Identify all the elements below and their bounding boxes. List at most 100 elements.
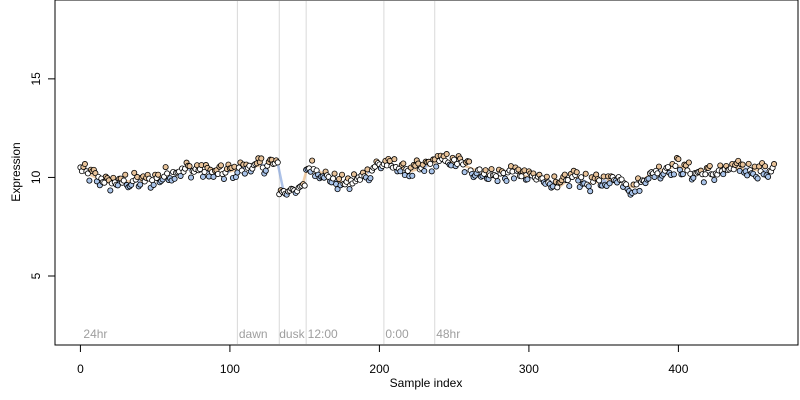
data-point-210 — [391, 156, 398, 163]
data-point-354 — [606, 180, 613, 187]
phase-labels: 24hr dawn dusk 12:00 0:00 48hr — [83, 327, 460, 341]
data-point-57 — [162, 164, 169, 171]
data-point-170 — [331, 170, 338, 177]
data-point-155 — [309, 157, 316, 164]
trend-segment-132 — [276, 163, 285, 193]
data-point-418 — [702, 171, 709, 178]
data-point-267 — [476, 166, 483, 173]
trend-segment-400 — [677, 164, 685, 170]
data-point-460 — [765, 173, 772, 180]
data-point-428 — [717, 162, 724, 169]
data-point-238 — [433, 163, 440, 170]
data-point-312 — [543, 173, 550, 180]
data-point-327 — [566, 183, 573, 190]
data-point-216 — [400, 160, 407, 167]
data-point-230 — [421, 168, 428, 175]
data-point-180 — [346, 186, 353, 193]
data-point-397 — [670, 171, 677, 178]
data-point-89 — [210, 173, 217, 180]
data-point-169 — [330, 175, 337, 182]
phase-label-2: dusk — [279, 327, 305, 341]
data-point-347 — [596, 177, 603, 184]
data-point-74 — [188, 174, 195, 181]
data-point-183 — [350, 171, 357, 178]
data-point-250 — [451, 156, 458, 163]
data-point-83 — [201, 168, 208, 175]
data-point-67 — [177, 172, 184, 179]
data-point-443 — [739, 161, 746, 168]
data-point-82 — [200, 173, 207, 180]
data-point-49 — [150, 181, 157, 188]
data-point-175 — [339, 171, 346, 178]
data-point-235 — [428, 168, 435, 175]
data-point-257 — [461, 169, 468, 176]
data-point-52 — [155, 171, 162, 178]
data-point-214 — [397, 168, 404, 175]
data-point-299 — [524, 176, 531, 183]
data-point-63 — [171, 175, 178, 182]
x-axis: 0 100 200 300 400 — [77, 344, 689, 376]
data-point-424 — [711, 176, 718, 183]
data-point-458 — [762, 163, 769, 170]
phase-label-1: dawn — [239, 327, 268, 341]
data-point-73 — [186, 163, 193, 170]
data-point-279 — [494, 178, 501, 185]
y-tick-label-1: 10 — [29, 170, 43, 184]
data-point-317 — [551, 173, 558, 180]
data-point-29 — [120, 177, 127, 184]
phase-label-4: 0:00 — [385, 327, 409, 341]
data-point-430 — [720, 171, 727, 178]
phase-label-3: 12:00 — [308, 327, 338, 341]
data-point-3 — [81, 161, 88, 168]
data-point-94 — [217, 162, 224, 169]
data-point-6 — [86, 177, 93, 184]
data-point-172 — [334, 186, 341, 193]
data-points — [77, 151, 778, 198]
data-point-393 — [664, 164, 671, 171]
data-point-290 — [510, 175, 517, 182]
data-point-387 — [655, 163, 662, 170]
data-point-20 — [107, 187, 114, 194]
data-point-194 — [367, 175, 374, 182]
data-point-260 — [466, 158, 473, 165]
data-point-58 — [164, 170, 171, 177]
data-point-16 — [101, 179, 108, 186]
y-axis-label: Expression — [9, 142, 23, 201]
data-point-380 — [645, 175, 652, 182]
x-tick-label-4: 400 — [668, 362, 688, 376]
data-point-326 — [564, 177, 571, 184]
data-point-447 — [745, 160, 752, 167]
data-point-121 — [258, 155, 265, 162]
data-point-271 — [482, 167, 489, 174]
trend-segment-100 — [229, 168, 237, 173]
data-point-285 — [503, 177, 510, 184]
data-point-234 — [427, 160, 434, 167]
data-point-275 — [488, 166, 495, 173]
data-point-295 — [518, 173, 525, 180]
x-tick-label-2: 200 — [369, 362, 389, 376]
data-point-324 — [561, 171, 568, 178]
data-point-341 — [587, 188, 594, 195]
data-point-335 — [578, 174, 585, 181]
trend-segment-440 — [738, 166, 745, 170]
data-point-222 — [409, 172, 416, 179]
data-point-453 — [754, 175, 761, 182]
data-point-407 — [685, 159, 692, 166]
x-tick-label-3: 300 — [519, 362, 539, 376]
x-tick-label-1: 100 — [220, 362, 240, 376]
data-point-403 — [679, 171, 686, 178]
data-point-417 — [700, 179, 707, 186]
x-axis-label: Sample index — [390, 376, 463, 390]
x-tick-label-0: 0 — [77, 362, 84, 376]
data-point-25 — [114, 182, 121, 189]
data-point-150 — [301, 182, 308, 189]
data-point-110 — [241, 170, 248, 177]
y-tick-label-0: 5 — [29, 272, 43, 279]
data-point-96 — [220, 175, 227, 182]
data-point-372 — [633, 181, 640, 188]
data-point-421 — [706, 162, 713, 169]
y-axis: 5 10 15 — [29, 72, 56, 279]
data-point-362 — [618, 176, 625, 183]
data-point-338 — [582, 170, 589, 177]
